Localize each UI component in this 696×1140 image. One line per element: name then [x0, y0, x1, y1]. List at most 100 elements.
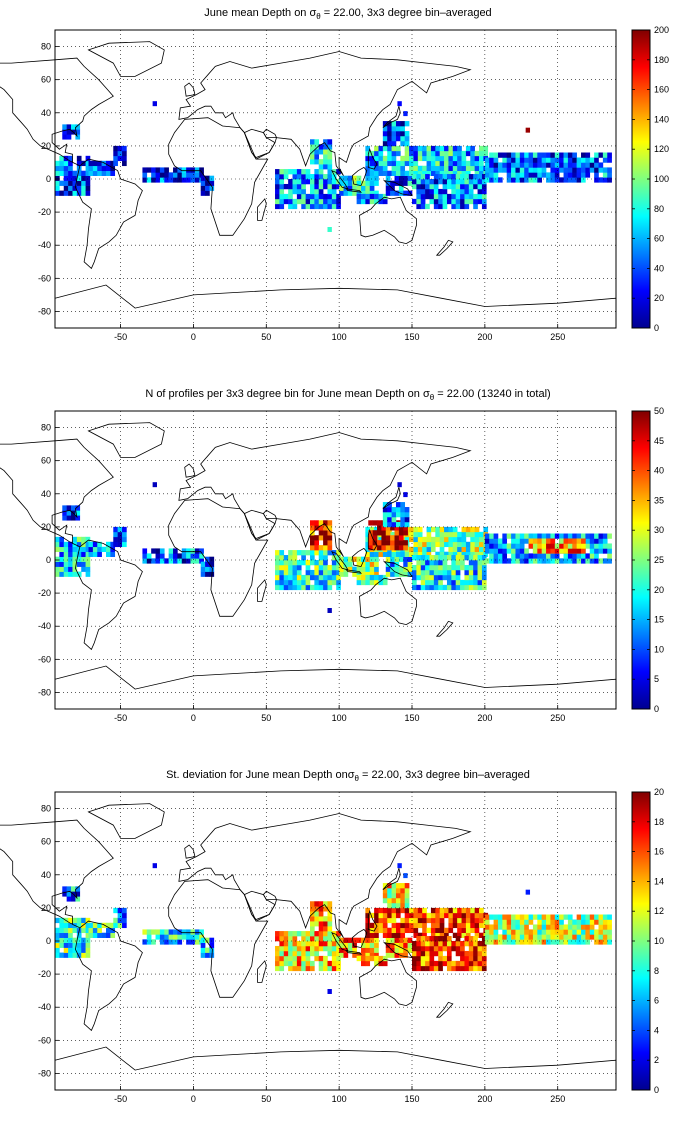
heatmap-bin	[327, 936, 333, 942]
heatmap-bin	[339, 947, 344, 953]
heatmap-bin	[331, 941, 337, 947]
heatmap-bin	[409, 526, 414, 533]
heatmap-bin	[451, 584, 457, 591]
heatmap-bin	[343, 571, 349, 577]
heatmap-bin	[314, 149, 320, 155]
heatmap-bin	[387, 907, 392, 914]
heatmap-bin	[323, 139, 328, 145]
heatmap-bin	[310, 179, 315, 185]
heatmap-bin	[400, 892, 406, 899]
heatmap-bin	[186, 172, 191, 178]
heatmap-bin	[365, 566, 371, 572]
heatmap-bin	[398, 937, 404, 943]
heatmap-bin	[581, 167, 586, 173]
heatmap-bin	[142, 558, 148, 564]
heatmap-bin	[106, 170, 111, 176]
heatmap-bin	[576, 558, 582, 564]
heatmap-bin	[444, 912, 449, 919]
heatmap-bin	[327, 569, 333, 576]
heatmap-bin	[559, 543, 564, 549]
y-tick-label: 60	[41, 75, 51, 85]
heatmap-bin	[602, 919, 608, 925]
heatmap-bin	[76, 180, 82, 186]
heatmap-bin	[387, 932, 392, 938]
heatmap-bin	[572, 533, 577, 539]
heatmap-bin	[279, 555, 285, 561]
heatmap-bin	[159, 939, 165, 945]
heatmap-bin	[465, 541, 471, 548]
heatmap-bin	[310, 520, 315, 526]
heatmap-bin	[493, 538, 499, 544]
heatmap-bin	[497, 548, 503, 554]
heatmap-bin	[296, 569, 302, 576]
heatmap-bin	[400, 907, 406, 914]
heatmap-bin	[464, 955, 470, 962]
heatmap-bin	[395, 932, 401, 938]
heatmap-bin	[515, 934, 521, 940]
heatmap-bin	[305, 950, 311, 957]
heatmap-bin	[576, 533, 582, 539]
heatmap-bin	[387, 927, 392, 934]
heatmap-bin	[457, 932, 462, 938]
heatmap-bin	[301, 169, 306, 175]
coastline	[351, 547, 368, 568]
heatmap-bin	[461, 551, 467, 557]
heatmap-bin	[85, 932, 91, 938]
heatmap-bin	[327, 169, 333, 175]
heatmap-bin	[422, 907, 427, 914]
heatmap-bin	[68, 165, 73, 172]
heatmap-bin	[387, 135, 392, 142]
heatmap-bin	[404, 507, 410, 513]
heatmap-bin	[497, 543, 503, 549]
heatmap-bin	[323, 936, 328, 942]
heatmap-bin	[387, 902, 392, 909]
heatmap-bin	[430, 165, 436, 172]
heatmap-bin	[403, 530, 408, 536]
heatmap-bin	[314, 188, 320, 195]
heatmap-bin	[292, 574, 298, 581]
y-tick-label: 40	[41, 489, 51, 499]
heatmap-bin	[369, 551, 375, 557]
heatmap-bin	[85, 170, 91, 176]
heatmap-bin	[381, 545, 387, 551]
heatmap-bin	[489, 543, 494, 549]
heatmap-bin	[288, 574, 293, 581]
heatmap-bin	[347, 937, 353, 943]
heatmap-bin	[465, 917, 471, 924]
heatmap-bin	[576, 162, 582, 168]
heatmap-bin	[511, 939, 516, 945]
heatmap-bin	[585, 553, 591, 559]
heatmap-bin	[524, 934, 529, 940]
heatmap-bin	[607, 934, 612, 940]
heatmap-bin	[391, 927, 397, 934]
heatmap-bin	[327, 139, 333, 145]
heatmap-bin	[477, 941, 483, 947]
heatmap-bin	[336, 569, 341, 576]
heatmap-bin	[457, 551, 462, 557]
heatmap-bin	[292, 569, 298, 576]
heatmap-bin	[146, 929, 152, 935]
heatmap-bin	[318, 174, 324, 180]
heatmap-bin	[477, 574, 483, 581]
heatmap-bin	[433, 560, 439, 566]
heatmap-bin	[594, 914, 599, 920]
heatmap-bin	[581, 924, 586, 930]
heatmap-bin	[435, 150, 440, 157]
heatmap-bin	[404, 155, 410, 162]
heatmap-bin	[68, 937, 73, 943]
heatmap-bin	[537, 157, 542, 163]
heatmap-bin	[602, 914, 608, 920]
heatmap-bin	[59, 536, 65, 543]
heatmap-bin	[598, 919, 604, 925]
heatmap-bin	[581, 939, 586, 945]
heatmap-bin	[502, 558, 508, 564]
heatmap-bin	[483, 526, 489, 533]
heatmap-bin	[567, 558, 573, 564]
heatmap-bin	[506, 152, 512, 158]
heatmap-bin	[444, 145, 449, 152]
y-tick-label: -40	[38, 240, 51, 250]
heatmap-bin	[446, 179, 452, 185]
heatmap-bin	[382, 574, 388, 581]
heatmap-bin	[489, 533, 494, 539]
heatmap-bin	[372, 530, 378, 536]
